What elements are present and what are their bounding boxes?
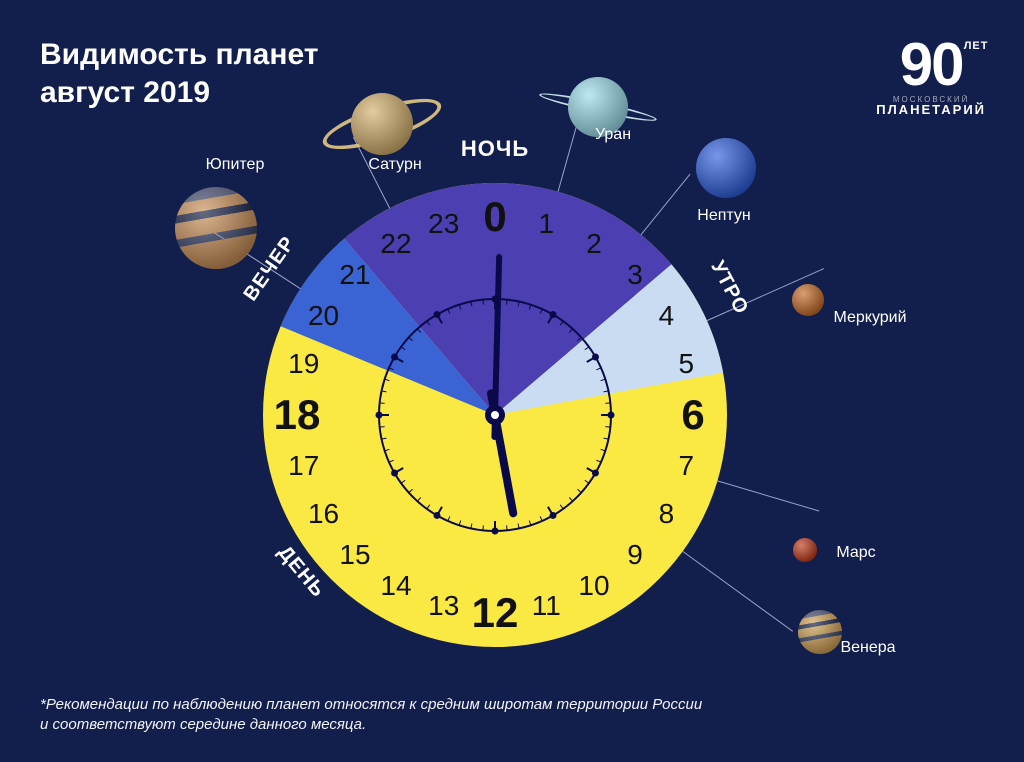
footnote: *Рекомендации по наблюдению планет относ… <box>40 695 702 734</box>
hour-6: 6 <box>681 391 704 439</box>
hour-4: 4 <box>659 300 675 332</box>
planet-mars <box>793 538 817 562</box>
planet-saturn <box>351 93 413 155</box>
planet-label-mercury: Меркурий <box>833 309 906 327</box>
hour-1: 1 <box>538 208 554 240</box>
hour-7: 7 <box>678 450 694 482</box>
hour-12: 12 <box>472 589 519 637</box>
planet-label-neptune: Нептун <box>697 207 750 225</box>
hour-2: 2 <box>586 228 602 260</box>
stage: 01234567891011121314151617181920212223НО… <box>0 0 1024 762</box>
hour-9: 9 <box>627 539 643 571</box>
planet-label-saturn: Сатурн <box>368 156 421 174</box>
hour-23: 23 <box>428 208 459 240</box>
planet-label-jupiter: Юпитер <box>206 156 265 174</box>
hour-11: 11 <box>532 590 561 622</box>
planet-venus <box>798 610 842 654</box>
hour-17: 17 <box>288 450 319 482</box>
hour-22: 22 <box>380 228 411 260</box>
hour-10: 10 <box>578 570 609 602</box>
hour-3: 3 <box>627 259 643 291</box>
hour-5: 5 <box>678 348 694 380</box>
hour-15: 15 <box>339 539 370 571</box>
planet-mercury <box>792 284 824 316</box>
planet-label-uranus: Уран <box>595 126 631 144</box>
hour-13: 13 <box>428 590 459 622</box>
hour-14: 14 <box>380 570 411 602</box>
sector-label-night: НОЧЬ <box>461 136 529 162</box>
hour-18: 18 <box>274 391 321 439</box>
hour-16: 16 <box>308 498 339 530</box>
planet-jupiter <box>175 187 257 269</box>
planet-label-mars: Марс <box>836 544 875 562</box>
hour-21: 21 <box>339 259 370 291</box>
hour-20: 20 <box>308 300 339 332</box>
hour-0: 0 <box>483 193 506 241</box>
hour-19: 19 <box>288 348 319 380</box>
hour-8: 8 <box>659 498 675 530</box>
planet-neptune <box>696 138 756 198</box>
planet-label-venus: Венера <box>840 639 895 657</box>
